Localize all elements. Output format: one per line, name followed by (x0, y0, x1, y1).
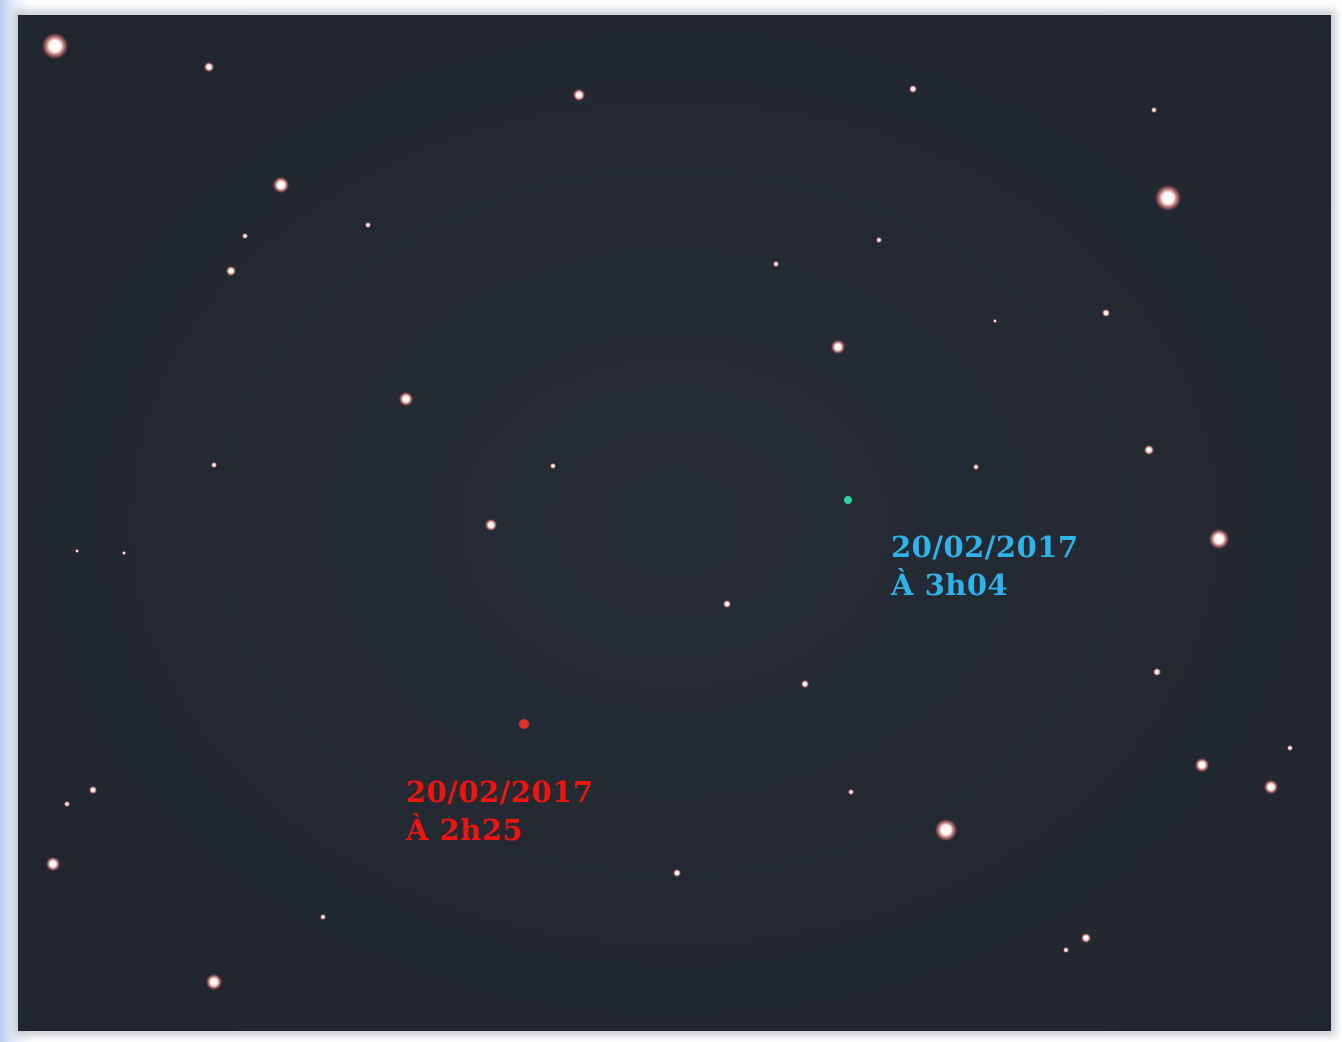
star (1264, 780, 1278, 794)
body: {"annotations": [ {"date": "20/02/2017",… (0, 0, 1342, 1042)
star (211, 462, 217, 468)
star (320, 914, 326, 920)
star (1153, 668, 1161, 676)
star (723, 600, 731, 608)
star (206, 974, 222, 990)
page: Photo html, body { margin: 0; padding: 0… (0, 0, 1342, 1042)
star (573, 89, 585, 101)
star (89, 786, 97, 794)
star (1209, 529, 1229, 549)
star (848, 789, 854, 795)
star (42, 33, 68, 59)
star (46, 857, 60, 871)
star (973, 464, 979, 470)
star (242, 233, 248, 239)
star (485, 519, 497, 531)
star (1102, 309, 1110, 317)
star (993, 319, 997, 323)
star (876, 237, 882, 243)
star (273, 177, 289, 193)
star (673, 869, 681, 877)
star (801, 680, 809, 688)
star (1195, 758, 1209, 772)
star (1144, 445, 1154, 455)
star (1063, 947, 1069, 953)
sky (18, 15, 1331, 1031)
star (1155, 185, 1181, 211)
comet-position (844, 496, 852, 504)
star (909, 85, 917, 93)
star (935, 819, 957, 841)
star (365, 222, 371, 228)
star (1081, 933, 1091, 943)
annotation-time: À 2h25 (405, 812, 523, 847)
star (773, 261, 779, 267)
annotation-date: 20/02/2017 (891, 530, 1079, 564)
comet-position (519, 719, 529, 729)
star (1151, 107, 1157, 113)
annotation-time: À 3h04 (890, 567, 1008, 602)
star (831, 340, 845, 354)
star (122, 551, 126, 555)
annotation-date: 20/02/2017 (406, 775, 594, 809)
star (1287, 745, 1293, 751)
star-field-photo: 20/02/2017 À 3h04 20/02/2017 À 2h25 (0, 0, 1342, 1042)
star (399, 392, 413, 406)
star (204, 62, 214, 72)
star (226, 266, 236, 276)
star (75, 549, 79, 553)
star (64, 801, 70, 807)
star (550, 463, 556, 469)
